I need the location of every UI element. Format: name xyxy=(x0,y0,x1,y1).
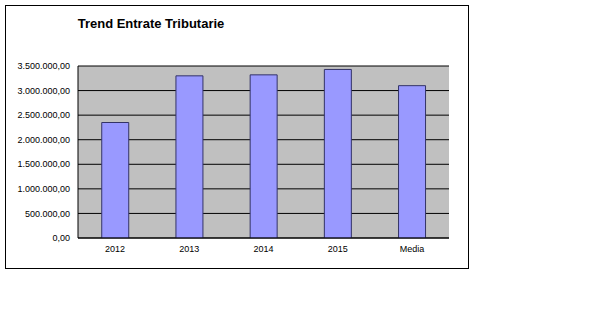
html-text:Trend Entrate Tributarie: Trend Entrate Tributarie xyxy=(77,16,225,31)
svg-text:500.000,00: 500.000,00 xyxy=(25,209,70,219)
svg-text:2013: 2013 xyxy=(179,244,199,254)
svg-text:3.000.000,00: 3.000.000,00 xyxy=(17,86,70,96)
svg-text:1.000.000,00: 1.000.000,00 xyxy=(17,184,70,194)
svg-text:3.500.000,00: 3.500.000,00 xyxy=(17,61,70,71)
svg-text:0,00: 0,00 xyxy=(52,233,70,243)
svg-text:2012: 2012 xyxy=(105,244,125,254)
svg-text:Media: Media xyxy=(400,244,425,254)
svg-text:1.500.000,00: 1.500.000,00 xyxy=(17,159,70,169)
svg-text:2015: 2015 xyxy=(328,244,348,254)
svg-text:2.000.000,00: 2.000.000,00 xyxy=(17,135,70,145)
svg-text:2014: 2014 xyxy=(253,244,273,254)
svg-text:2.500.000,00: 2.500.000,00 xyxy=(17,110,70,120)
